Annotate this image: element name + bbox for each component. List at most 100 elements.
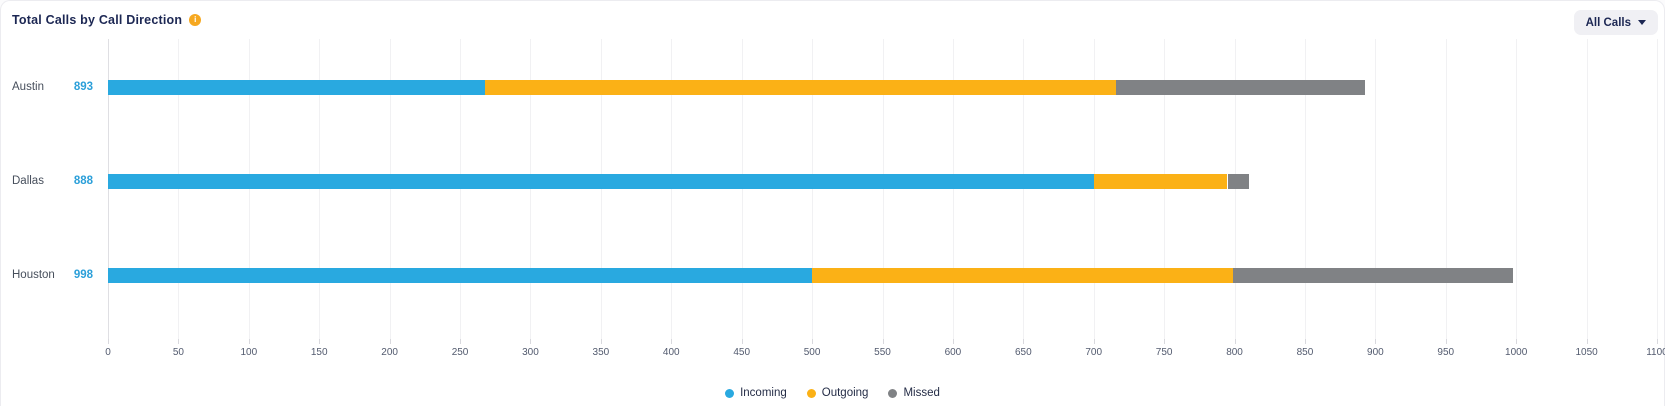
x-axis-tick-label: 450 — [733, 347, 751, 358]
gridline — [1093, 39, 1095, 339]
bar-segment-outgoing[interactable] — [812, 267, 1234, 283]
page-title: Total Calls by Call Direction — [12, 13, 183, 27]
gridline — [108, 39, 109, 339]
axis-tick — [530, 339, 532, 344]
title-wrap: Total Calls by Call Direction i — [12, 13, 202, 27]
x-axis-tick-label: 900 — [1367, 347, 1384, 358]
axis-tick — [741, 339, 743, 344]
legend-label: Outgoing — [821, 387, 869, 399]
x-axis-tick-label: 1050 — [1575, 347, 1598, 358]
bar-segment-outgoing[interactable] — [485, 79, 1117, 95]
info-icon[interactable]: i — [189, 14, 202, 26]
axis-tick — [248, 339, 250, 344]
axis-tick — [882, 339, 884, 344]
all-calls-dropdown[interactable]: All Calls — [1573, 10, 1658, 35]
axis-tick — [1164, 339, 1166, 344]
legend-dot-icon — [888, 388, 898, 398]
x-axis-tick-label: 550 — [874, 347, 891, 358]
legend-item-outgoing[interactable]: Outgoing — [806, 387, 869, 399]
axis-tick — [178, 339, 180, 344]
legend-label: Incoming — [740, 387, 787, 399]
gridline — [178, 39, 180, 339]
gridline — [319, 39, 321, 339]
axis-tick — [1234, 339, 1236, 344]
axis-tick — [1657, 339, 1658, 344]
axis-tick — [1586, 339, 1588, 344]
legend: Incoming Outgoing Missed — [1, 387, 1664, 399]
x-axis-tick-label: 1100 — [1646, 347, 1665, 358]
bar-segment-incoming[interactable] — [108, 79, 486, 95]
bar-segment-missed[interactable] — [1116, 79, 1366, 95]
bar-segment-outgoing[interactable] — [1093, 173, 1228, 189]
x-axis-tick-label: 400 — [662, 347, 680, 358]
x-axis-tick-label: 150 — [310, 347, 328, 358]
x-axis-tick-label: 200 — [381, 347, 398, 358]
filter-label: All Calls — [1585, 16, 1631, 29]
gridline — [1657, 39, 1658, 339]
category-total-value: 888 — [73, 175, 93, 187]
axis-tick — [1093, 339, 1095, 344]
gridline — [248, 39, 250, 339]
category-label: Austin — [12, 81, 44, 93]
gridline — [1234, 39, 1236, 339]
x-axis-tick-label: 850 — [1296, 347, 1314, 358]
gridline — [1516, 39, 1518, 339]
axis-tick — [389, 339, 391, 344]
gridline — [600, 39, 602, 339]
bar-segment-missed[interactable] — [1227, 173, 1249, 189]
gridline — [741, 39, 743, 339]
axis-tick — [319, 339, 321, 344]
chevron-down-icon — [1638, 20, 1646, 25]
gridline — [530, 39, 532, 339]
x-axis-tick-label: 50 — [172, 347, 184, 358]
category-label: Dallas — [12, 175, 44, 187]
card-header: Total Calls by Call Direction i All Call… — [1, 1, 1664, 39]
bar-segment-missed[interactable] — [1233, 267, 1514, 283]
gridline — [460, 39, 462, 339]
gridline — [812, 39, 814, 339]
gridline — [1375, 39, 1377, 339]
bar-segment-incoming[interactable] — [108, 173, 1094, 189]
axis-tick — [1445, 339, 1447, 344]
category-total-value: 893 — [73, 81, 93, 93]
legend-item-missed[interactable]: Missed — [888, 387, 940, 399]
axis-tick — [1375, 339, 1377, 344]
x-axis-tick-label: 650 — [1014, 347, 1032, 358]
gridline — [1445, 39, 1447, 339]
x-axis-tick-label: 500 — [803, 347, 821, 358]
gridline — [1304, 39, 1306, 339]
category-label: Houston — [12, 269, 55, 281]
axis-tick — [671, 339, 673, 344]
x-axis-tick-label: 1000 — [1505, 347, 1528, 358]
x-axis-tick-label: 350 — [592, 347, 610, 358]
gridline — [952, 39, 954, 339]
gridline — [389, 39, 391, 339]
axis-tick — [952, 339, 954, 344]
gridline — [671, 39, 673, 339]
gridline — [1023, 39, 1025, 339]
legend-label: Missed — [903, 387, 940, 399]
x-axis-tick-label: 600 — [944, 347, 962, 358]
category-total-value: 998 — [73, 269, 93, 281]
axis-tick — [1516, 339, 1518, 344]
gridline — [1586, 39, 1588, 339]
x-axis-tick-label: 100 — [240, 347, 258, 358]
x-axis-tick-label: 250 — [451, 347, 469, 358]
legend-item-incoming[interactable]: Incoming — [725, 387, 787, 399]
axis-tick — [108, 339, 109, 344]
axis-tick — [812, 339, 814, 344]
bar-segment-incoming[interactable] — [108, 267, 813, 283]
x-axis-tick-label: 950 — [1437, 347, 1455, 358]
x-axis-tick-label: 750 — [1155, 347, 1173, 358]
x-axis-tick-label: 800 — [1226, 347, 1243, 358]
legend-dot-icon — [806, 388, 816, 398]
axis-tick — [460, 339, 462, 344]
axis-tick — [600, 339, 602, 344]
gridline — [882, 39, 884, 339]
gridline — [1164, 39, 1166, 339]
x-axis-tick-label: 700 — [1085, 347, 1103, 358]
legend-dot-icon — [725, 388, 735, 398]
x-axis-tick-label: 300 — [522, 347, 539, 358]
